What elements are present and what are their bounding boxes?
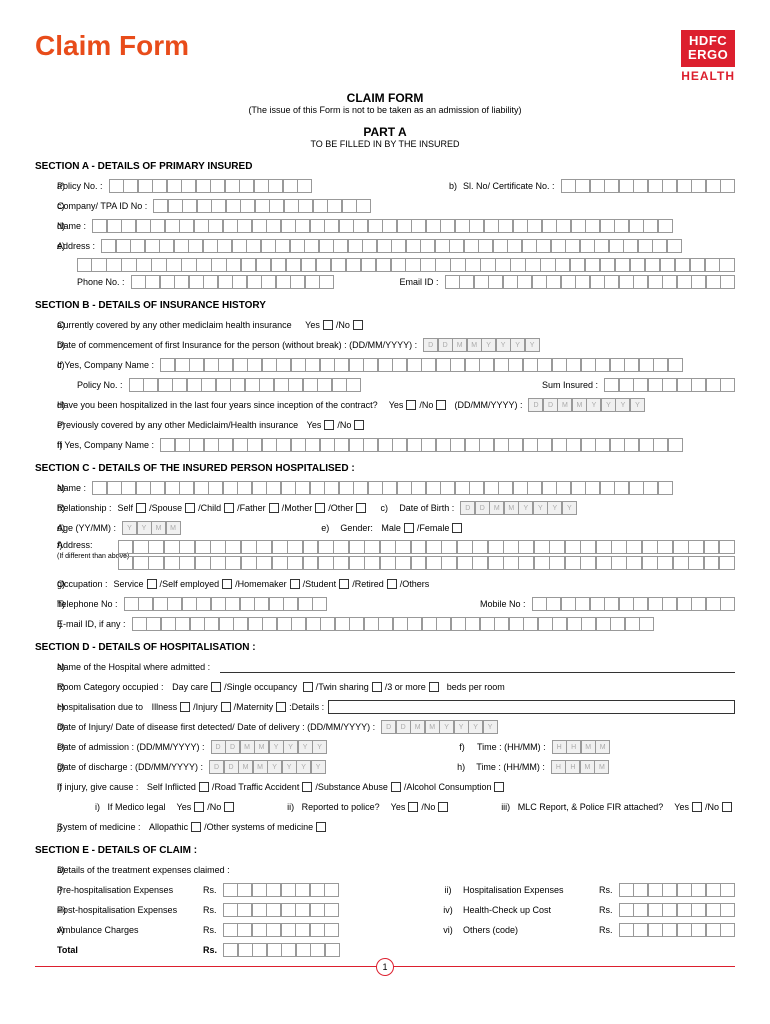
d-dis-time[interactable]: HHMM <box>551 760 610 774</box>
fir-yes[interactable] <box>692 802 702 812</box>
name-input[interactable] <box>92 219 735 233</box>
rel-spouse[interactable] <box>185 503 195 513</box>
d-adm-time[interactable]: HHMM <box>552 740 611 754</box>
room-daycare[interactable] <box>211 682 221 692</box>
rp-yes[interactable] <box>408 802 418 812</box>
e-iii-rs[interactable] <box>223 903 340 917</box>
rel-child[interactable] <box>224 503 234 513</box>
section-a-title: SECTION A - DETAILS OF PRIMARY INSURED <box>35 161 735 172</box>
c-name-input[interactable] <box>92 481 735 495</box>
d-adm-date[interactable]: DDMMYYYY <box>211 740 328 754</box>
med-allo[interactable] <box>191 822 201 832</box>
occ-selfemp[interactable] <box>222 579 232 589</box>
c-dob-input[interactable]: DDMMYYYY <box>460 501 577 515</box>
rel-self[interactable] <box>136 503 146 513</box>
policy-no-input[interactable] <box>109 179 313 193</box>
cert-no-input[interactable] <box>561 179 736 193</box>
d-details-input[interactable] <box>328 700 735 714</box>
section-b-title: SECTION B - DETAILS OF INSURANCE HISTORY <box>35 300 735 311</box>
b-e-yes[interactable] <box>324 420 334 430</box>
page-footer: 1 <box>35 966 735 967</box>
form-subtitle: (The issue of this Form is not to be tak… <box>35 105 735 115</box>
rel-mother[interactable] <box>315 503 325 513</box>
e-v-rs[interactable] <box>223 923 340 937</box>
occ-student[interactable] <box>339 579 349 589</box>
fir-no[interactable] <box>722 802 732 812</box>
d-dis-date[interactable]: DDMMYYYY <box>209 760 326 774</box>
ml-yes[interactable] <box>194 802 204 812</box>
cause-self[interactable] <box>199 782 209 792</box>
c-tel-input[interactable] <box>124 597 328 611</box>
b-policy-input[interactable] <box>129 378 362 392</box>
d-date-input[interactable]: DDMMYYYY <box>381 720 498 734</box>
b-f-company-input[interactable] <box>160 438 735 452</box>
occ-service[interactable] <box>147 579 157 589</box>
e-iv-rs[interactable] <box>619 903 736 917</box>
form-title: CLAIM FORM <box>35 91 735 105</box>
section-e-title: SECTION E - DETAILS OF CLAIM : <box>35 845 735 856</box>
c-addr-2[interactable] <box>118 556 735 570</box>
cause-rta[interactable] <box>302 782 312 792</box>
occ-home[interactable] <box>290 579 300 589</box>
c-mob-input[interactable] <box>532 597 736 611</box>
section-d-title: SECTION D - DETAILS OF HOSPITALISATION : <box>35 642 735 653</box>
gender-male[interactable] <box>404 523 414 533</box>
rel-father[interactable] <box>269 503 279 513</box>
b-d-date-input[interactable]: DDMMYYYY <box>528 398 645 412</box>
c-age-input[interactable]: YYMM <box>122 521 181 535</box>
b-company-input[interactable] <box>160 358 735 372</box>
due-maternity[interactable] <box>276 702 286 712</box>
b-d-yes[interactable] <box>406 400 416 410</box>
gender-female[interactable] <box>452 523 462 533</box>
due-injury[interactable] <box>221 702 231 712</box>
rel-other[interactable] <box>356 503 366 513</box>
c-email-input[interactable] <box>132 617 735 631</box>
main-title: Claim Form <box>35 30 189 62</box>
ml-no[interactable] <box>224 802 234 812</box>
part-title: PART A <box>35 125 735 139</box>
logo: HDFCERGO HEALTH <box>681 30 735 83</box>
part-subtitle: TO BE FILLED IN BY THE INSURED <box>35 139 735 149</box>
occ-retired[interactable] <box>387 579 397 589</box>
section-c-title: SECTION C - DETAILS OF THE INSURED PERSO… <box>35 463 735 474</box>
e-total-rs[interactable] <box>223 943 340 957</box>
b-e-no[interactable] <box>354 420 364 430</box>
cause-subst[interactable] <box>391 782 401 792</box>
med-other[interactable] <box>316 822 326 832</box>
e-vi-rs[interactable] <box>619 923 736 937</box>
email-input[interactable] <box>445 275 736 289</box>
b-date-input[interactable]: DDMMYYYY <box>423 338 540 352</box>
e-i-rs[interactable] <box>223 883 340 897</box>
room-three[interactable] <box>429 682 439 692</box>
e-ii-rs[interactable] <box>619 883 736 897</box>
room-single[interactable] <box>303 682 313 692</box>
d-hospital-input[interactable] <box>220 661 735 673</box>
rp-no[interactable] <box>438 802 448 812</box>
logo-box: HDFCERGO <box>681 30 735 67</box>
cause-alc[interactable] <box>494 782 504 792</box>
c-addr-1[interactable] <box>118 540 735 554</box>
logo-health: HEALTH <box>681 69 735 83</box>
address-input-1[interactable] <box>101 239 735 253</box>
b-a-no[interactable] <box>353 320 363 330</box>
b-a-yes[interactable] <box>323 320 333 330</box>
room-twin[interactable] <box>372 682 382 692</box>
page-number: 1 <box>376 958 394 976</box>
phone-input[interactable] <box>131 275 335 289</box>
header: Claim Form HDFCERGO HEALTH <box>35 30 735 83</box>
tpa-id-input[interactable] <box>153 199 371 213</box>
due-illness[interactable] <box>180 702 190 712</box>
b-sum-input[interactable] <box>604 378 735 392</box>
address-input-2[interactable] <box>35 258 735 272</box>
b-d-no[interactable] <box>436 400 446 410</box>
